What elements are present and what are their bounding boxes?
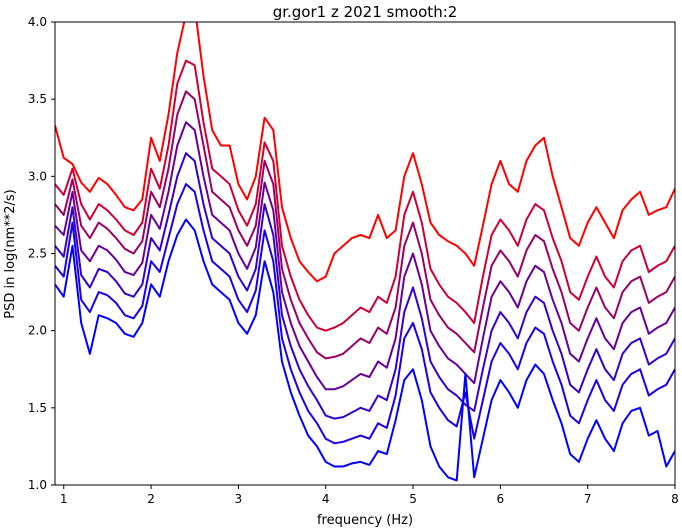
series-line-7	[55, 218, 675, 482]
y-tick-label: 1.0	[28, 478, 47, 492]
y-tick-label: 2.5	[28, 247, 47, 261]
series-line-4	[55, 121, 675, 391]
x-tick-label: 2	[147, 492, 155, 506]
x-tick-label: 4	[322, 492, 330, 506]
y-axis-title: PSD in log(nm**2/s)	[3, 189, 18, 319]
x-tick-label: 7	[584, 492, 592, 506]
x-axis-title: frequency (Hz)	[317, 513, 413, 528]
x-tick-label: 5	[409, 492, 417, 506]
x-axis: 1 2 3 4 5 6 7 8	[60, 485, 679, 506]
series-lines	[55, 22, 675, 482]
x-tick-label: 8	[671, 492, 679, 506]
series-line-3	[55, 90, 675, 360]
series-line-1	[55, 22, 675, 283]
y-tick-label: 2.0	[28, 324, 47, 338]
series-line-6	[55, 183, 675, 445]
y-tick-label: 1.5	[28, 401, 47, 415]
y-tick-label: 3.5	[28, 92, 47, 106]
series-line-5	[55, 152, 675, 420]
series-line-2	[55, 59, 675, 332]
x-tick-label: 6	[497, 492, 505, 506]
y-tick-label: 4.0	[28, 15, 47, 29]
x-tick-label: 3	[235, 492, 243, 506]
y-tick-label: 3.0	[28, 169, 47, 183]
y-axis: 1.0 1.5 2.0 2.5 3.0 3.5 4.0	[28, 15, 55, 492]
x-tick-label: 1	[60, 492, 68, 506]
chart-title: gr.gor1 z 2021 smooth:2	[273, 3, 458, 21]
